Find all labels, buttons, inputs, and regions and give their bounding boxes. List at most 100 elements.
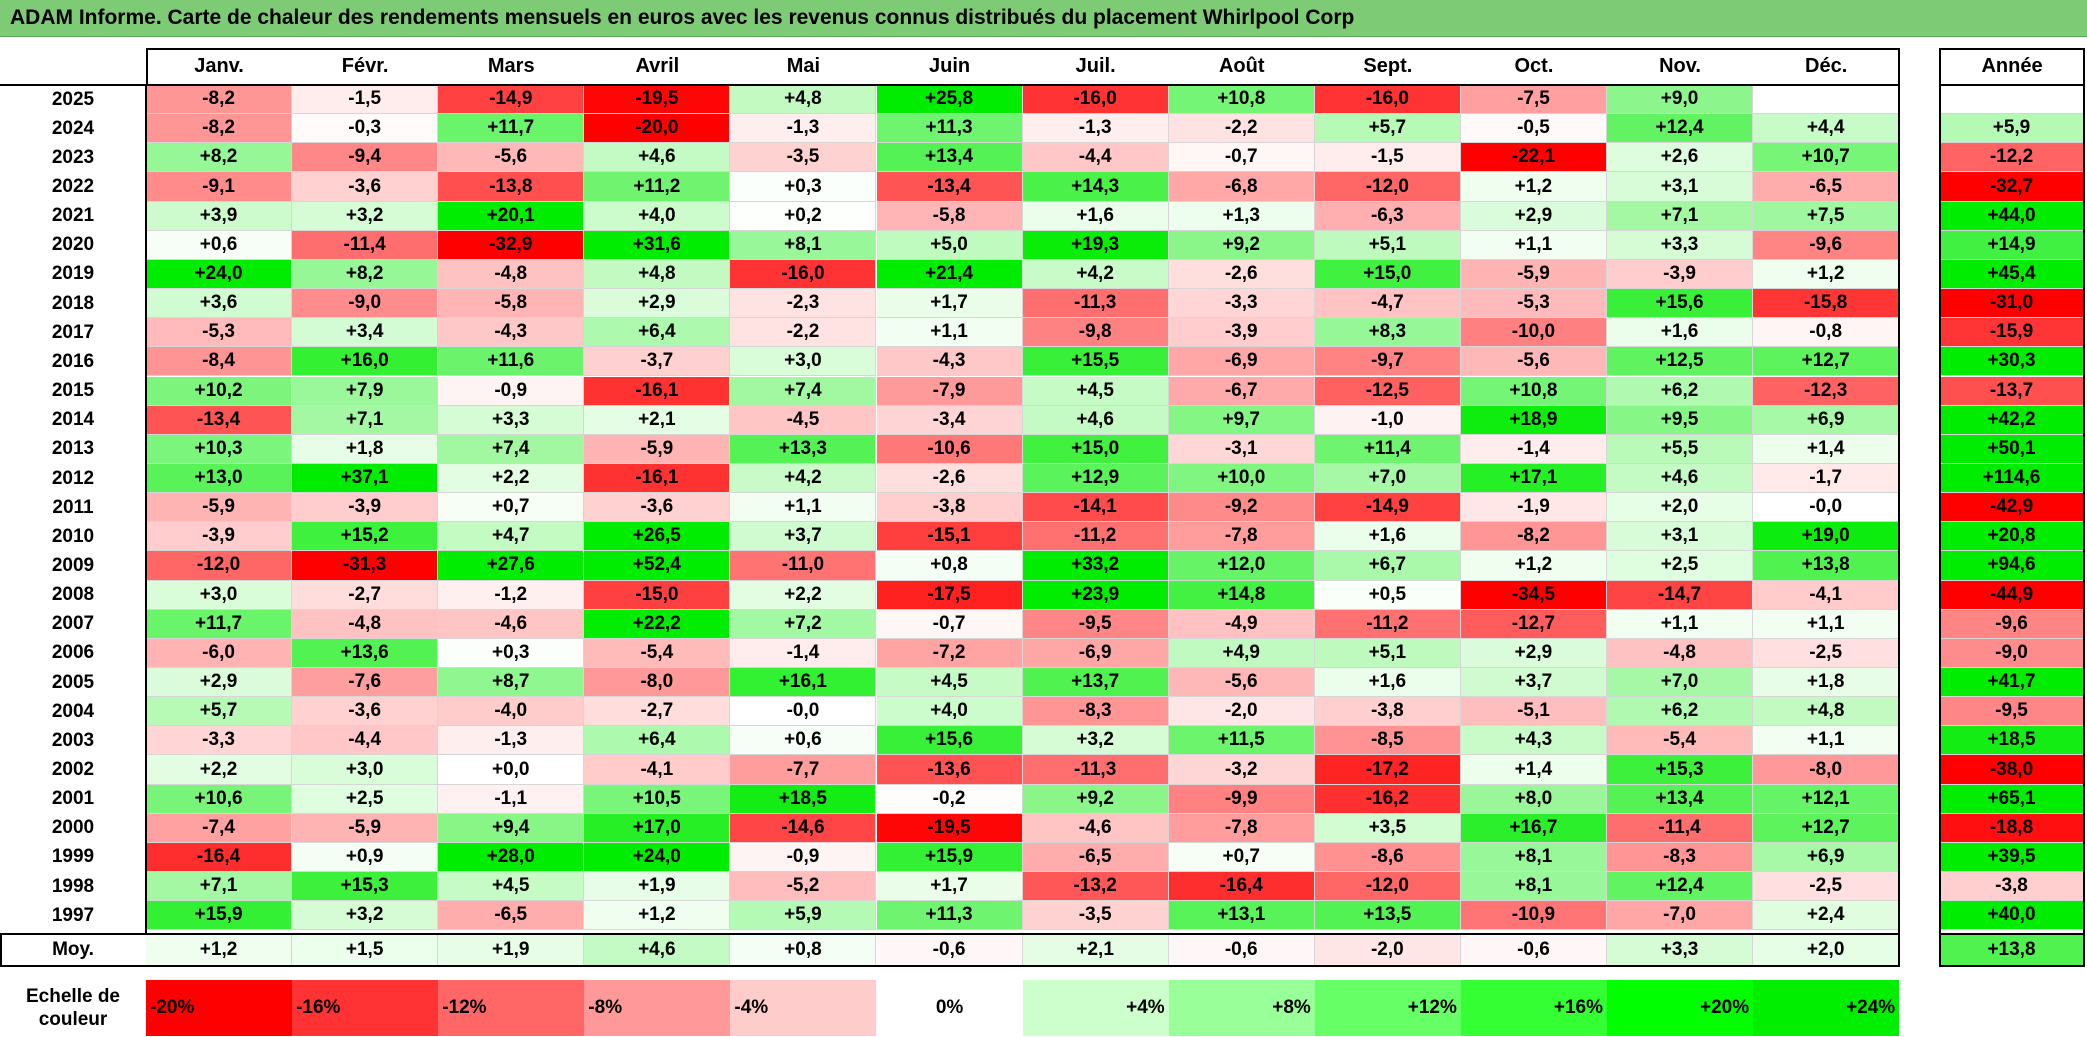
heatmap-cell: -2,3 xyxy=(730,289,877,319)
heatmap-cell: +16,7 xyxy=(1460,813,1607,843)
heatmap-cell: -9,1 xyxy=(146,172,293,202)
heatmap-cell: -8,3 xyxy=(1022,697,1169,727)
heatmap-cell: +9,2 xyxy=(1168,230,1315,260)
heatmap-cell: +3,2 xyxy=(292,201,439,231)
heatmap-cell: -4,4 xyxy=(1022,143,1169,173)
heatmap-cell: +2,9 xyxy=(1460,201,1607,231)
heatmap-cell: -7,0 xyxy=(1607,901,1754,931)
heatmap-cell: +18,5 xyxy=(730,784,877,814)
heatmap-cell: +15,5 xyxy=(1022,347,1169,377)
heatmap-cell: -9,5 xyxy=(1022,609,1169,639)
heatmap-cell: -2,2 xyxy=(1168,114,1315,144)
annual-cell: -15,9 xyxy=(1939,318,2085,348)
heatmap-cell: +1,6 xyxy=(1022,201,1169,231)
heatmap-cell: -3,6 xyxy=(584,493,731,523)
heatmap-cell: +4,7 xyxy=(438,522,585,552)
color-scale-swatch: +12% xyxy=(1314,980,1461,1036)
heatmap-cell: -3,8 xyxy=(876,493,1023,523)
heatmap-cell: -0,8 xyxy=(1753,318,1900,348)
heatmap-cell: -6,3 xyxy=(1314,201,1461,231)
heatmap-cell: -2,7 xyxy=(292,580,439,610)
column-header: Févr. xyxy=(341,55,389,77)
heatmap-cell: -17,2 xyxy=(1314,755,1461,785)
heatmap-cell: +1,6 xyxy=(1314,668,1461,698)
annual-cell: -9,6 xyxy=(1939,609,2085,639)
annual-cell: +18,5 xyxy=(1939,726,2085,756)
heatmap-cell: +6,2 xyxy=(1607,376,1754,406)
heatmap-cell: +0,0 xyxy=(438,755,585,785)
row-year-label: 2010 xyxy=(51,525,95,547)
annual-cell: +42,2 xyxy=(1939,405,2085,435)
heatmap-cell: -0,7 xyxy=(876,609,1023,639)
heatmap-cell: +7,4 xyxy=(730,376,877,406)
heatmap-cell: -22,1 xyxy=(1460,143,1607,173)
title-bar: ADAM Informe. Carte de chaleur des rende… xyxy=(0,0,2087,37)
annual-cell: +65,1 xyxy=(1939,784,2085,814)
heatmap-cell: -9,0 xyxy=(292,289,439,319)
column-header: Janv. xyxy=(194,55,244,77)
heatmap-cell: +3,6 xyxy=(146,289,293,319)
heatmap-cell: +16,1 xyxy=(730,668,877,698)
heatmap-cell: +9,2 xyxy=(1022,784,1169,814)
heatmap-cell: +6,7 xyxy=(1314,551,1461,581)
heatmap-cell: +4,8 xyxy=(1753,697,1900,727)
heatmap-cell: -17,5 xyxy=(876,580,1023,610)
column-header: Juin xyxy=(928,55,971,77)
column-header: Août xyxy=(1218,55,1265,77)
heatmap-cell: -11,3 xyxy=(1022,289,1169,319)
heatmap-cell: +4,8 xyxy=(584,259,731,290)
heatmap-cell: +8,2 xyxy=(146,143,293,173)
heatmap-cell: +11,5 xyxy=(1168,726,1315,756)
heatmap-cell: +3,3 xyxy=(1607,230,1754,260)
heatmap-cell: +6,9 xyxy=(1753,405,1900,435)
heatmap-cell: +15,0 xyxy=(1314,259,1461,290)
heatmap-cell: +4,5 xyxy=(1022,376,1169,406)
heatmap-cell: +1,8 xyxy=(292,434,439,464)
row-year-label: 2001 xyxy=(51,788,95,810)
color-scale-swatch: +24% xyxy=(1753,980,1900,1036)
heatmap-cell: +3,0 xyxy=(146,580,293,610)
heatmap-cell: +7,0 xyxy=(1607,668,1754,698)
heatmap-cell: -7,8 xyxy=(1168,522,1315,552)
heatmap-cell: -10,9 xyxy=(1460,901,1607,931)
heatmap-cell: +11,7 xyxy=(438,114,585,144)
heatmap-cell: +13,8 xyxy=(1753,551,1900,581)
heatmap-cell: +4,3 xyxy=(1460,726,1607,756)
heatmap-cell: +12,9 xyxy=(1022,463,1169,494)
column-header: Oct. xyxy=(1514,55,1554,77)
heatmap-cell: +2,5 xyxy=(1607,551,1754,581)
heatmap-cell: +12,0 xyxy=(1168,551,1315,581)
heatmap-cell: -3,7 xyxy=(584,347,731,377)
heatmap-cell: -20,0 xyxy=(584,114,731,144)
row-year-label: 2004 xyxy=(51,700,95,722)
heatmap-cell: +2,2 xyxy=(146,755,293,785)
heatmap-cell: +1,1 xyxy=(1753,726,1900,756)
heatmap-cell: +3,2 xyxy=(292,901,439,931)
average-cell: -0,6 xyxy=(1460,934,1607,966)
heatmap-cell: +7,2 xyxy=(730,609,877,639)
heatmap-cell: +26,5 xyxy=(584,522,731,552)
heatmap-cell: -15,1 xyxy=(876,522,1023,552)
heatmap-cell: -1,7 xyxy=(1753,463,1900,494)
heatmap-cell: -6,5 xyxy=(438,901,585,931)
heatmap-cell: +11,4 xyxy=(1314,434,1461,464)
column-header: Mars xyxy=(487,55,535,77)
heatmap-cell: +2,6 xyxy=(1607,143,1754,173)
heatmap-cell: +31,6 xyxy=(584,230,731,260)
heatmap-cell: +3,3 xyxy=(438,405,585,435)
heatmap-cell: -14,7 xyxy=(1607,580,1754,610)
heatmap-cell: +4,2 xyxy=(1022,259,1169,290)
average-cell: +2,1 xyxy=(1022,934,1169,966)
heatmap-cell: -14,6 xyxy=(730,813,877,843)
heatmap-cell: +8,0 xyxy=(1460,784,1607,814)
heatmap-cell: -6,9 xyxy=(1022,638,1169,668)
heatmap-cell: -16,2 xyxy=(1314,784,1461,814)
average-cell: +3,3 xyxy=(1607,934,1754,966)
heatmap-cell: +10,2 xyxy=(146,376,293,406)
heatmap-cell: +11,6 xyxy=(438,347,585,377)
heatmap-cell: +0,3 xyxy=(730,172,877,202)
heatmap-cell: +0,3 xyxy=(438,638,585,668)
heatmap-cell: +7,9 xyxy=(292,376,439,406)
heatmap-cell: +22,2 xyxy=(584,609,731,639)
heatmap-cell: -4,1 xyxy=(1753,580,1900,610)
